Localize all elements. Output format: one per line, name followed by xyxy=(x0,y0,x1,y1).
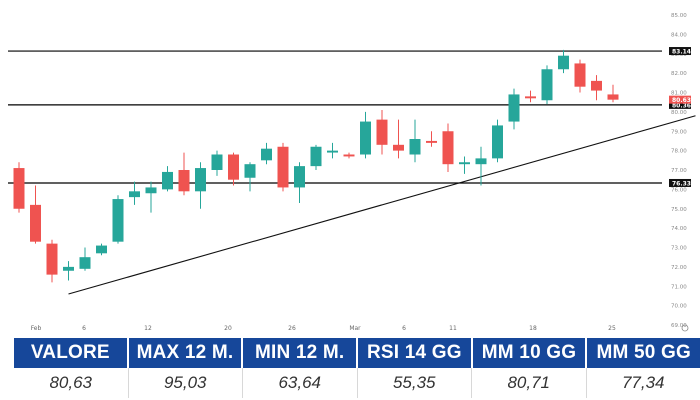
candle-body xyxy=(442,131,454,165)
y-tick-label: 76.00 xyxy=(671,187,687,193)
candle-body xyxy=(228,154,239,180)
y-tick-label: 70.00 xyxy=(671,304,687,310)
stats-table: VALORE MAX 12 M. MIN 12 M. RSI 14 GG MM … xyxy=(14,338,700,400)
candle-body xyxy=(46,243,58,275)
candle-body xyxy=(426,140,437,143)
candle-body xyxy=(145,187,157,194)
y-tick-label: 72.00 xyxy=(671,265,687,271)
y-tick-label: 85.00 xyxy=(671,13,687,19)
header-mm-50gg: MM 50 GG xyxy=(587,338,700,368)
value-min-12m: 63,64 xyxy=(243,368,358,398)
candle-body xyxy=(310,146,322,167)
candle-body xyxy=(327,150,338,153)
stats-header-row: VALORE MAX 12 M. MIN 12 M. RSI 14 GG MM … xyxy=(14,338,700,368)
y-tick-label: 80.00 xyxy=(671,110,687,116)
candle-body xyxy=(162,171,173,190)
trendline xyxy=(68,115,696,295)
value-mm-10gg: 80,71 xyxy=(472,368,587,398)
candle-body xyxy=(129,191,140,198)
header-valore: VALORE xyxy=(14,338,129,368)
candle-body xyxy=(409,139,421,155)
y-tick-label: 84.00 xyxy=(671,32,687,38)
candle-body xyxy=(294,166,305,188)
level-tag-label: 76.33 xyxy=(672,180,691,187)
x-tick-label: 26 xyxy=(288,325,296,332)
candle-body xyxy=(261,148,272,161)
x-tick-label: 25 xyxy=(608,325,616,332)
candle-body xyxy=(244,164,256,178)
candle-body xyxy=(376,119,388,145)
candlestick-chart: 69.00 70.00 71.00 72.00 73.00 74.00 75.00 76.00… xyxy=(8,13,696,332)
candle-body xyxy=(63,266,74,271)
candle-body xyxy=(475,158,487,165)
header-rsi-14gg: RSI 14 GG xyxy=(358,338,473,368)
candle-body xyxy=(277,146,289,188)
candle-body xyxy=(508,94,520,122)
level-tag xyxy=(669,100,691,109)
candle-body xyxy=(79,257,91,269)
candle-body xyxy=(492,125,503,159)
stats-value-row: 80,63 95,03 63,64 55,35 80,71 77,34 xyxy=(14,368,700,398)
level-tag xyxy=(669,47,691,56)
y-tick-label: 71.00 xyxy=(671,284,687,290)
value-valore: 80,63 xyxy=(14,368,129,398)
x-tick-label: 11 xyxy=(449,325,457,332)
candle-body xyxy=(195,168,206,192)
x-tick-label: Feb xyxy=(31,325,42,332)
header-mm-10gg: MM 10 GG xyxy=(472,338,588,368)
x-tick-label: 6 xyxy=(402,325,406,332)
candle-body xyxy=(525,96,536,99)
y-tick-label: 79.00 xyxy=(671,129,687,135)
x-tick-label: 18 xyxy=(529,325,537,332)
candle-body xyxy=(360,121,371,155)
candle-body xyxy=(30,204,41,242)
candle-body xyxy=(343,154,355,157)
candle-body xyxy=(96,245,107,254)
header-max-12m: MAX 12 M. xyxy=(128,338,244,368)
value-max-12m: 95,03 xyxy=(129,368,243,398)
header-min-12m: MIN 12 M. xyxy=(243,338,359,368)
value-mm-50gg: 77,34 xyxy=(621,373,665,392)
candle-body xyxy=(607,94,619,100)
last-price-label: 80.63 xyxy=(672,97,691,104)
candle-body xyxy=(393,144,404,151)
y-tick-label: 69.00 xyxy=(671,323,687,329)
candle-body xyxy=(13,168,25,209)
candle-body xyxy=(459,162,470,165)
candle-body xyxy=(591,80,602,91)
y-tick-label: 75.00 xyxy=(671,207,687,213)
x-tick-label: 20 xyxy=(224,325,232,332)
y-tick-label: 82.00 xyxy=(671,71,687,77)
level-tag-label: 83.14 xyxy=(672,49,691,56)
y-tick-label: 73.00 xyxy=(671,246,687,252)
candle-body xyxy=(112,199,124,242)
level-tag-label: 80.36 xyxy=(672,102,691,109)
level-tag xyxy=(669,178,691,187)
candle-body xyxy=(574,63,586,87)
x-tick-label: 6 xyxy=(82,325,86,332)
x-tick-label: Mar xyxy=(349,325,361,332)
settings-icon xyxy=(681,324,689,332)
value-rsi-14gg: 55,35 xyxy=(358,368,472,398)
y-tick-label: 74.00 xyxy=(671,226,687,232)
candle-body xyxy=(211,154,223,170)
candle-body xyxy=(541,69,553,101)
x-tick-label: 12 xyxy=(144,325,152,332)
y-tick-label: 77.00 xyxy=(671,168,687,174)
candle-body xyxy=(178,170,190,192)
last-price-tag xyxy=(669,95,691,104)
y-tick-label: 81.00 xyxy=(671,91,687,97)
candle-body xyxy=(558,55,569,70)
y-tick-label: 78.00 xyxy=(671,149,687,155)
